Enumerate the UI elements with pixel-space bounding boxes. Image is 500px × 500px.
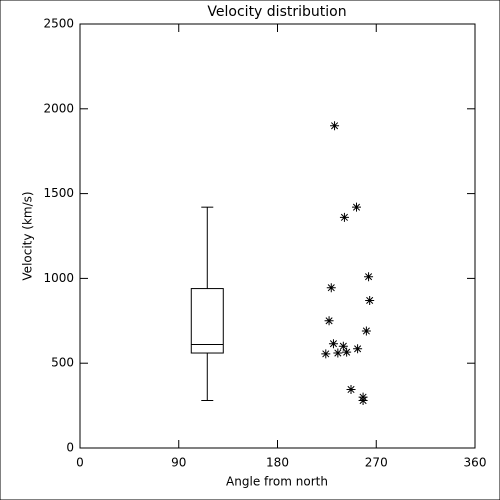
point xyxy=(353,344,363,354)
point xyxy=(352,202,361,212)
y-tick-label: 2500 xyxy=(43,17,74,31)
x-tick-label: 0 xyxy=(76,456,84,470)
y-tick-label: 0 xyxy=(66,441,74,455)
point xyxy=(339,212,349,222)
box xyxy=(190,288,224,354)
x-tick-label: 90 xyxy=(171,456,186,470)
point xyxy=(321,349,331,359)
point xyxy=(330,121,340,131)
y-tick-label: 1500 xyxy=(43,186,74,200)
point xyxy=(365,295,375,305)
x-tick-label: 360 xyxy=(464,456,487,470)
point xyxy=(364,272,374,282)
point xyxy=(342,347,352,357)
point xyxy=(346,384,356,394)
point xyxy=(324,316,334,326)
point xyxy=(333,348,343,358)
x-axis-label: Angle from north xyxy=(226,475,328,489)
point xyxy=(361,326,371,336)
plot-frame xyxy=(79,23,476,449)
chart-title: Velocity distribution xyxy=(207,4,346,20)
point xyxy=(328,339,338,349)
x-tick-label: 180 xyxy=(266,456,289,470)
point xyxy=(338,341,348,351)
y-tick-label: 2000 xyxy=(43,101,74,115)
y-axis-label: Velocity (km/s) xyxy=(21,191,35,280)
x-tick-label: 270 xyxy=(365,456,388,470)
point xyxy=(358,396,368,406)
point xyxy=(326,283,336,293)
y-tick-label: 1000 xyxy=(43,271,74,285)
y-tick-label: 500 xyxy=(51,356,74,370)
